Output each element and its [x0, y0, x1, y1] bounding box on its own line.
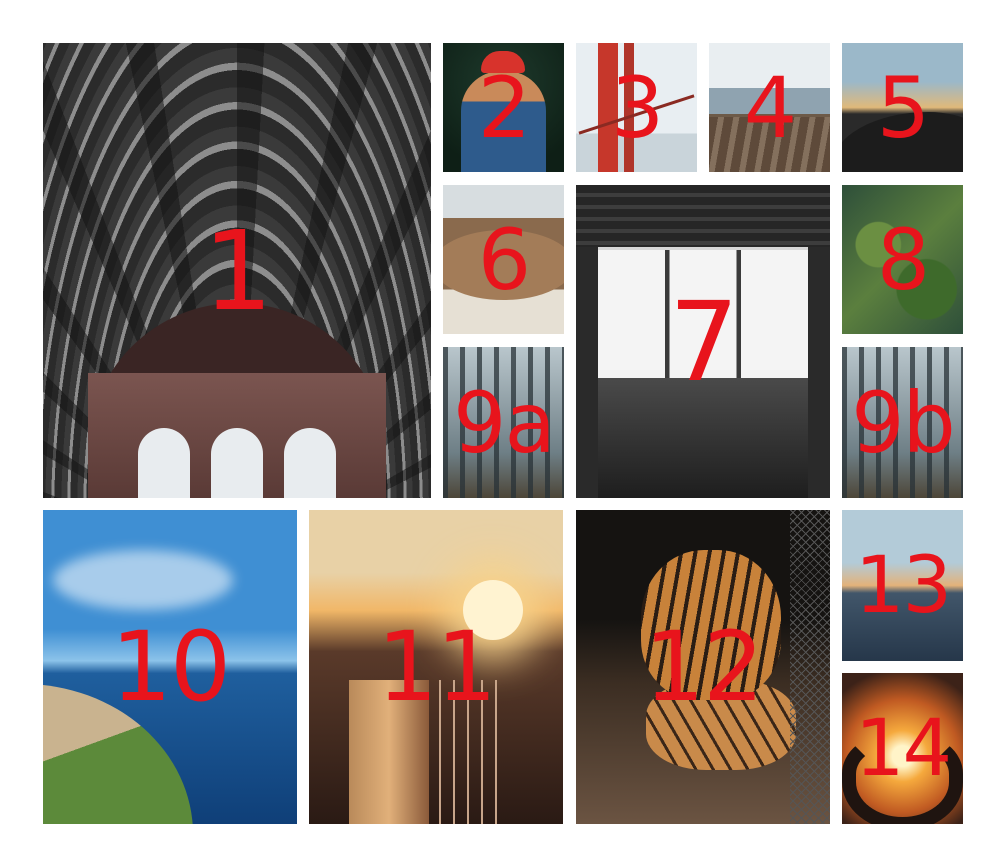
tile-number-label: 3 — [610, 58, 664, 157]
tile-6-walruses[interactable]: 6 — [443, 185, 564, 334]
tile-number-label: 14 — [854, 703, 952, 794]
tile-4-rocky-coast[interactable]: 4 — [709, 43, 830, 172]
tile-number-label: 13 — [854, 540, 952, 631]
tile-number-label: 11 — [376, 611, 497, 723]
city-sunset-train-image — [309, 510, 563, 824]
tile-number-label: 10 — [110, 611, 231, 723]
photographer-image — [443, 43, 564, 172]
tile-number-label: 2 — [477, 58, 531, 157]
heart-hands-sunset-image — [842, 673, 963, 824]
tile-8-aerial-landscape[interactable]: 8 — [842, 185, 963, 334]
tile-number-label: 6 — [477, 210, 531, 309]
tile-9b-misty-forest[interactable]: 9b — [842, 347, 963, 498]
train-station-roof-image — [43, 43, 431, 498]
golden-gate-bridge-image — [576, 43, 697, 172]
tile-9a-misty-forest[interactable]: 9a — [443, 347, 564, 498]
cafe-interior-image — [576, 185, 830, 498]
tile-number-label: 8 — [876, 210, 930, 309]
tile-7-cafe-interior[interactable]: 7 — [576, 185, 830, 498]
tile-number-label: 1 — [203, 206, 273, 335]
tile-number-label: 5 — [876, 58, 930, 157]
tile-number-label: 7 — [669, 277, 739, 406]
tile-number-label: 9b — [851, 373, 956, 472]
walruses-image — [443, 185, 564, 334]
tile-5-jumping-silhouette[interactable]: 5 — [842, 43, 963, 172]
rocky-coast-image — [709, 43, 830, 172]
tile-11-city-sunset-train[interactable]: 11 — [309, 510, 563, 824]
tile-number-label: 4 — [743, 58, 797, 157]
tile-3-golden-gate[interactable]: 3 — [576, 43, 697, 172]
tile-10-coastal-cliff[interactable]: 10 — [43, 510, 297, 824]
tiger-cub-image — [576, 510, 830, 824]
coastal-cliff-image — [43, 510, 297, 824]
tile-2-photographer[interactable]: 2 — [443, 43, 564, 172]
tile-14-heart-hands[interactable]: 14 — [842, 673, 963, 824]
jumping-silhouette-image — [842, 43, 963, 172]
tile-1-train-station-roof[interactable]: 1 — [43, 43, 431, 498]
tile-13-sea-sunset[interactable]: 13 — [842, 510, 963, 661]
tile-number-label: 9a — [453, 373, 556, 472]
tile-12-tiger-cub[interactable]: 12 — [576, 510, 830, 824]
tile-number-label: 12 — [643, 611, 764, 723]
